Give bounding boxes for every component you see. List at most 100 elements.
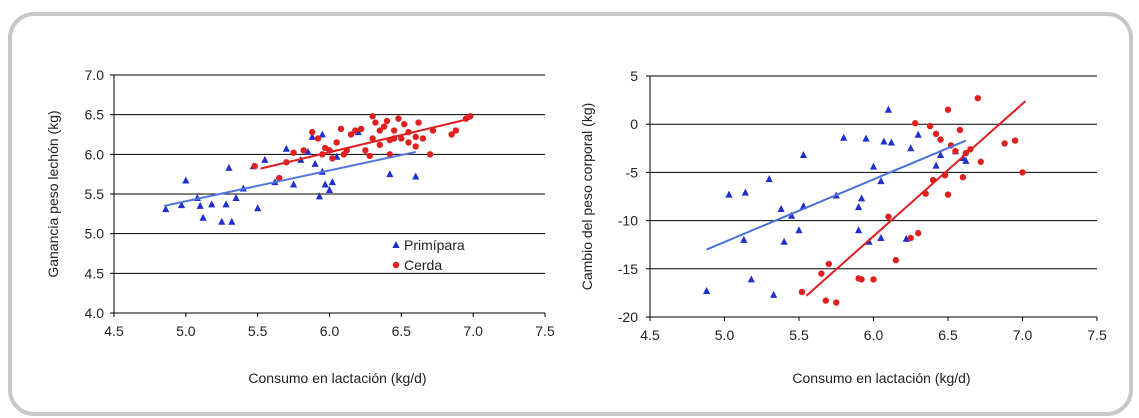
figure-frame — [8, 12, 1133, 416]
data-point-primipara — [315, 192, 324, 200]
data-point-primipara — [386, 170, 394, 178]
x-tick-label: 7.0 — [463, 323, 483, 339]
data-point-primipara — [795, 226, 803, 234]
trend-line-primipara — [164, 150, 416, 207]
y-tick-label: 6.0 — [85, 146, 105, 162]
trend-line-primipara — [706, 139, 967, 251]
data-point-cerda — [380, 123, 388, 130]
data-point-primipara — [962, 156, 970, 164]
data-point-cerda — [395, 115, 402, 122]
data-point-cerda — [892, 256, 900, 264]
data-point-primipara — [862, 134, 870, 142]
x-tick-label: 7.5 — [535, 323, 555, 339]
y-tick-label: -20 — [618, 309, 638, 325]
data-point-primipara — [857, 194, 866, 202]
data-point-primipara — [232, 193, 240, 201]
y-tick-label: 0 — [630, 116, 638, 132]
data-point-primipara — [777, 205, 785, 213]
data-point-primipara — [780, 237, 788, 245]
data-point-primipara — [932, 161, 940, 169]
data-point-primipara — [412, 172, 420, 180]
x-axis-label: Consumo en lactación (kg/d) — [248, 370, 426, 386]
data-point-primipara — [880, 137, 888, 145]
data-point-primipara — [914, 130, 922, 138]
data-point-primipara — [787, 211, 796, 219]
data-point-primipara — [196, 201, 204, 209]
data-point-cerda — [386, 151, 394, 158]
trend-line-cerda — [260, 117, 471, 170]
y-tick-label: -5 — [626, 164, 639, 180]
data-point-cerda — [467, 113, 474, 120]
data-point-primipara — [887, 138, 895, 146]
data-point-primipara — [282, 144, 290, 152]
x-tick-label: 6.0 — [864, 327, 884, 343]
data-point-cerda — [314, 135, 322, 142]
data-point-primipara — [855, 203, 863, 211]
data-point-primipara — [261, 155, 269, 163]
data-point-cerda — [448, 131, 455, 138]
data-point-cerda — [390, 127, 398, 134]
data-point-cerda — [383, 117, 391, 125]
data-point-primipara — [869, 162, 878, 170]
y-axis-label: Cambio del peso corporal (kg) — [579, 103, 595, 291]
y-tick-label: 4.5 — [85, 265, 105, 281]
data-point-cerda — [372, 119, 379, 126]
y-tick-label: -10 — [618, 213, 638, 229]
data-point-cerda — [357, 125, 365, 133]
y-tick-label: 4.0 — [85, 305, 105, 321]
data-point-cerda — [300, 147, 307, 154]
data-point-cerda — [870, 276, 877, 283]
data-point-cerda — [329, 155, 336, 162]
data-point-primipara — [936, 151, 945, 159]
data-point-primipara — [765, 175, 773, 183]
data-point-primipara — [325, 186, 334, 194]
data-point-cerda — [333, 139, 340, 146]
data-point-cerda — [956, 126, 964, 134]
data-point-cerda — [309, 128, 316, 136]
data-point-primipara — [747, 275, 755, 283]
x-tick-label: 4.5 — [104, 323, 124, 339]
chart-body-weight-change: -20 -15 -10 -5 0 5 4.5 5.0 5.5 6.0 6.5 7.0 7.5 Consum… — [579, 68, 1107, 386]
data-point-primipara — [225, 163, 233, 171]
y-tick-label: 6.5 — [85, 107, 105, 123]
data-point-cerda — [352, 127, 359, 134]
data-point-cerda — [419, 135, 427, 142]
data-point-primipara — [877, 233, 885, 241]
data-point-primipara — [289, 180, 298, 188]
data-point-cerda — [907, 234, 914, 242]
y-tick-label: 5.5 — [85, 186, 105, 202]
legend-label-cerda: Cerda — [404, 257, 442, 273]
trend-line-cerda — [805, 100, 1027, 297]
data-point-primipara — [877, 177, 885, 185]
data-point-primipara — [884, 105, 892, 113]
data-point-cerda — [977, 158, 984, 165]
data-point-cerda — [405, 139, 412, 146]
y-axis-label: Ganancia peso lechón (kg) — [45, 110, 61, 277]
y-tick-label: 5.0 — [85, 226, 105, 242]
data-point-cerda — [915, 229, 922, 237]
data-point-cerda — [912, 120, 919, 127]
data-point-primipara — [321, 180, 329, 188]
data-point-cerda — [426, 151, 434, 158]
data-point-cerda — [337, 125, 345, 133]
data-point-primipara — [703, 286, 711, 294]
data-point-cerda — [885, 213, 892, 220]
legend-marker-primipara — [392, 241, 400, 248]
x-tick-label: 5.5 — [248, 323, 268, 339]
data-point-cerda — [798, 288, 806, 296]
data-point-cerda — [376, 127, 383, 134]
x-tick-label: 5.0 — [715, 327, 735, 343]
data-point-cerda — [959, 174, 967, 181]
data-point-primipara — [182, 176, 190, 184]
data-point-primipara — [840, 133, 848, 141]
x-axis-label: Consumo en lactación (kg/d) — [792, 370, 970, 386]
data-point-primipara — [222, 200, 230, 208]
data-point-primipara — [328, 178, 336, 186]
legend-label-primipara: Primípara — [404, 237, 465, 253]
data-point-primipara — [799, 151, 808, 159]
data-point-primipara — [304, 147, 312, 155]
y-tick-label: 7.0 — [85, 67, 105, 83]
data-point-cerda — [452, 127, 460, 134]
data-point-cerda — [974, 94, 981, 102]
data-point-cerda — [818, 270, 825, 277]
